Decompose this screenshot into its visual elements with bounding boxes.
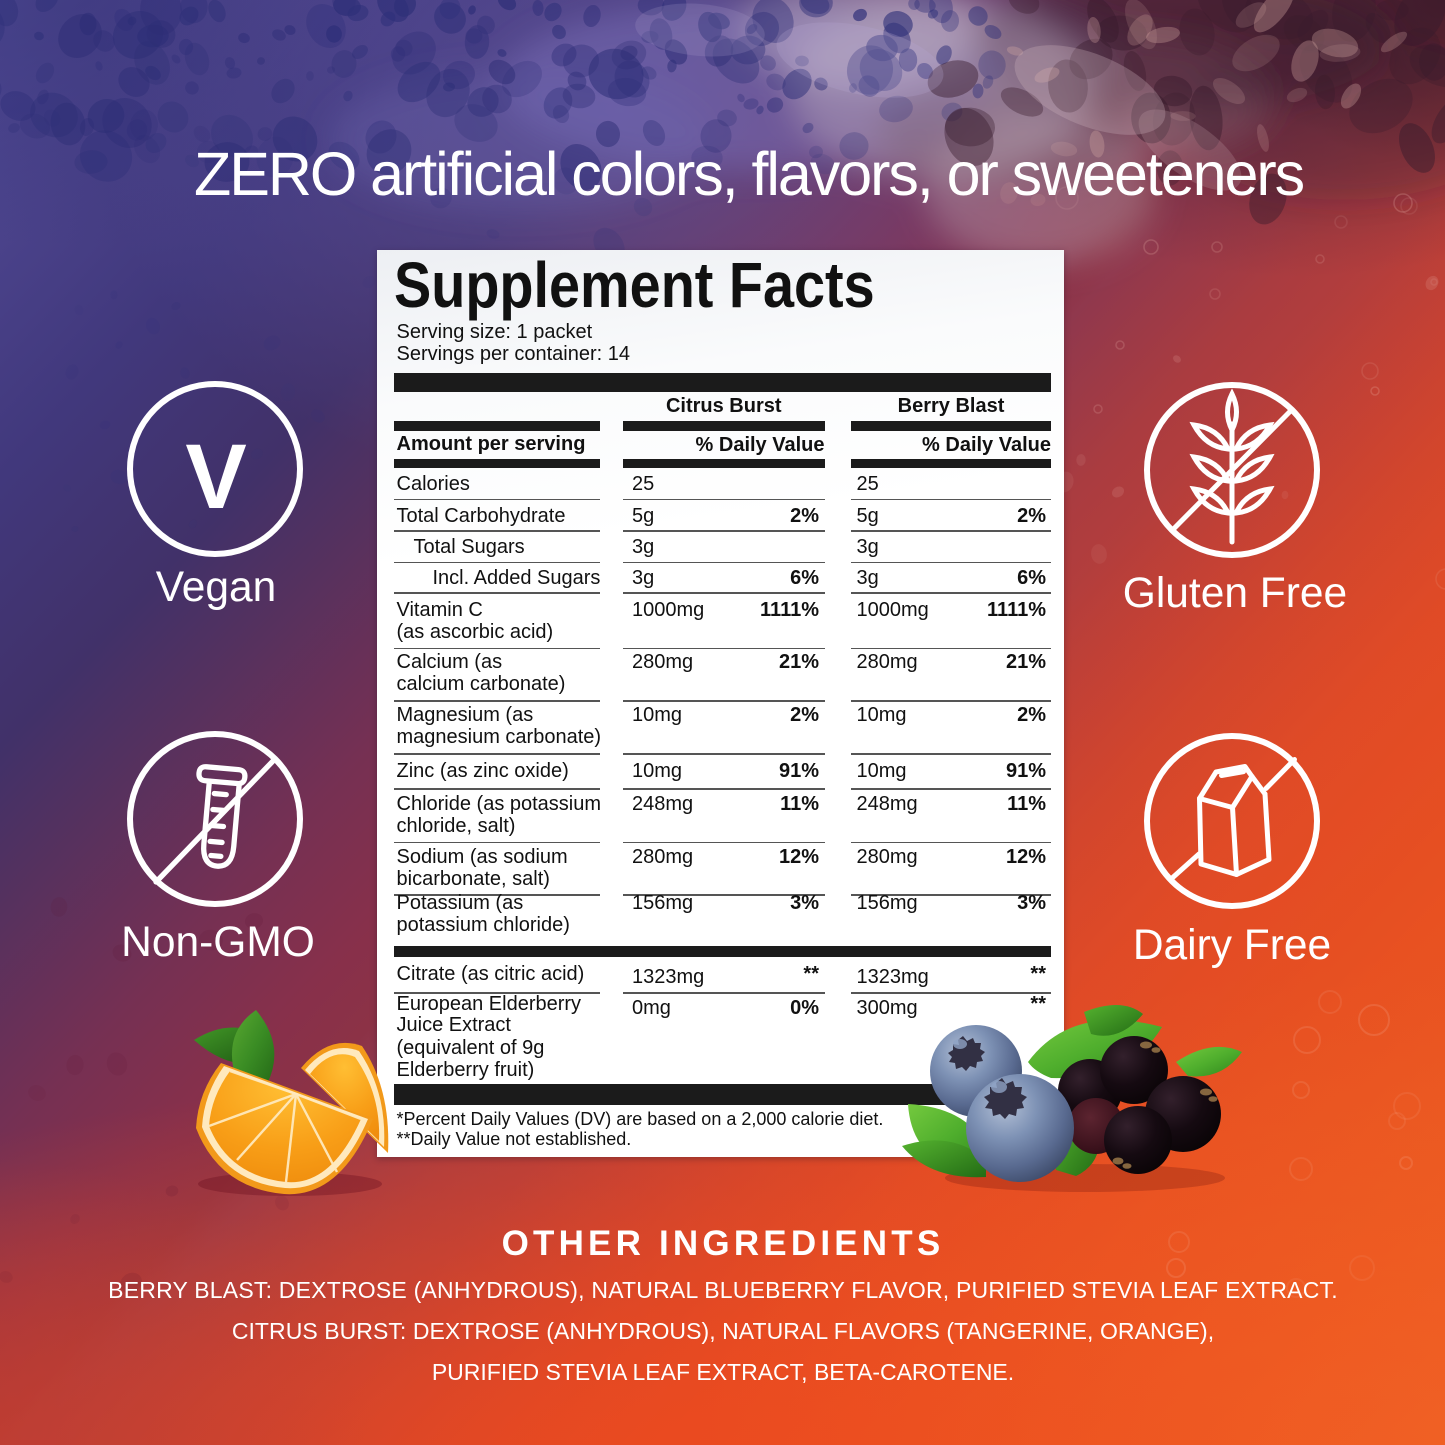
- svg-text:V: V: [185, 426, 246, 528]
